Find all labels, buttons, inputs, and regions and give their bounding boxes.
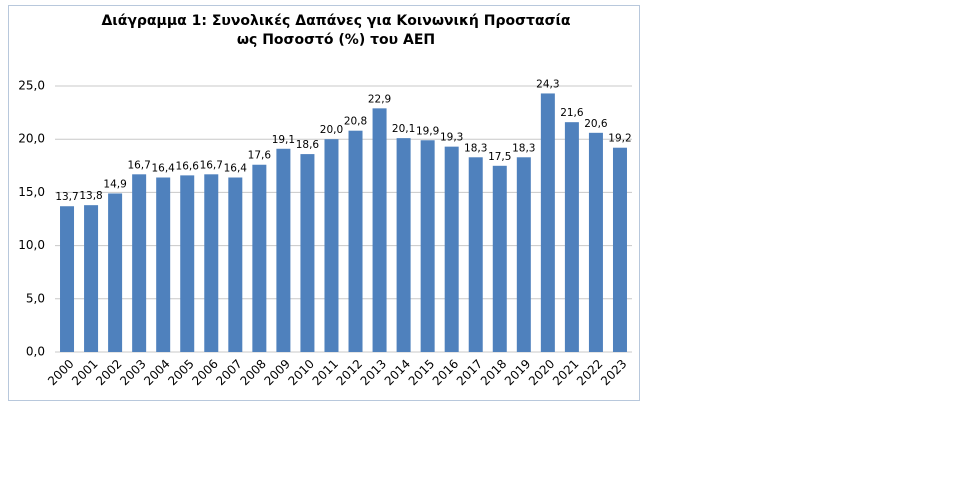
value-label: 16,4 xyxy=(151,163,175,175)
bar xyxy=(372,108,387,353)
value-label: 16,7 xyxy=(127,159,150,171)
value-label: 18,3 xyxy=(512,142,535,154)
bar xyxy=(396,138,411,352)
bar xyxy=(540,93,555,352)
bar xyxy=(468,157,483,352)
value-label: 20,6 xyxy=(584,118,608,130)
value-label: 14,9 xyxy=(103,178,126,190)
value-label: 20,8 xyxy=(344,116,367,128)
value-label: 17,5 xyxy=(488,151,511,163)
chart-title: ως Ποσοστό (%) του ΑΕΠ xyxy=(237,32,435,48)
bar xyxy=(276,148,291,352)
value-label: 19,3 xyxy=(440,132,463,144)
value-label: 21,6 xyxy=(560,107,584,119)
bar xyxy=(204,174,219,352)
bar xyxy=(420,140,435,352)
value-label: 20,1 xyxy=(392,123,415,135)
bar xyxy=(300,154,315,352)
bar xyxy=(492,165,507,352)
y-tick-label: 25,0 xyxy=(18,79,45,93)
value-label: 24,3 xyxy=(536,78,559,90)
value-label: 16,7 xyxy=(200,159,223,171)
bar xyxy=(180,175,195,352)
bar xyxy=(324,139,339,352)
chart-title: Διάγραμμα 1: Συνολικές Δαπάνες για Κοινω… xyxy=(101,13,570,29)
y-tick-label: 20,0 xyxy=(18,132,45,146)
y-tick-label: 15,0 xyxy=(18,185,45,199)
bar xyxy=(348,130,363,352)
value-label: 16,6 xyxy=(176,160,200,172)
value-label: 18,6 xyxy=(296,139,320,151)
value-label: 19,9 xyxy=(416,125,439,137)
y-tick-label: 10,0 xyxy=(18,238,45,252)
bar xyxy=(228,177,243,352)
value-label: 18,3 xyxy=(464,142,487,154)
value-label: 19,1 xyxy=(272,134,295,146)
bar xyxy=(612,147,627,352)
bar xyxy=(60,206,75,352)
bar xyxy=(564,122,579,353)
value-label: 13,8 xyxy=(79,190,102,202)
value-label: 17,6 xyxy=(248,150,272,162)
bar xyxy=(132,174,147,352)
value-label: 20,0 xyxy=(320,124,343,136)
y-tick-label: 0,0 xyxy=(26,345,45,359)
bar xyxy=(444,146,459,352)
bar xyxy=(84,205,99,352)
value-label: 13,7 xyxy=(55,191,78,203)
value-label: 22,9 xyxy=(368,93,391,105)
bar xyxy=(516,157,531,352)
y-tick-label: 5,0 xyxy=(26,291,45,305)
bar xyxy=(588,132,603,352)
bar xyxy=(108,193,123,352)
value-label: 16,4 xyxy=(224,163,248,175)
bar xyxy=(252,164,267,352)
bar xyxy=(156,177,171,352)
value-label: 19,2 xyxy=(608,133,631,145)
